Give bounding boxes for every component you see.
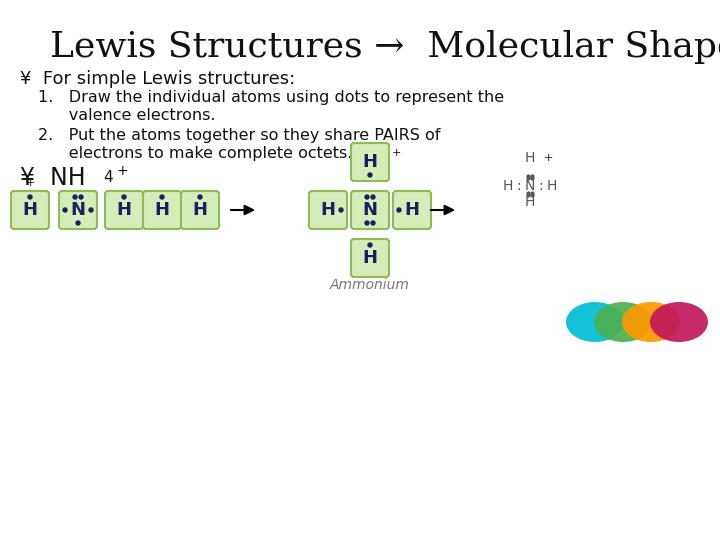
FancyBboxPatch shape	[393, 191, 431, 229]
Text: H: H	[405, 201, 420, 219]
Circle shape	[397, 208, 401, 212]
Circle shape	[122, 195, 126, 199]
Text: +: +	[392, 148, 401, 158]
Text: H: H	[362, 153, 377, 171]
Circle shape	[339, 208, 343, 212]
Text: H: H	[320, 201, 336, 219]
Text: +: +	[25, 178, 35, 188]
Text: H: H	[362, 249, 377, 267]
Text: Ammonium: Ammonium	[330, 278, 410, 292]
Text: H: H	[22, 201, 37, 219]
Text: H: H	[546, 179, 557, 193]
FancyBboxPatch shape	[351, 143, 389, 181]
Text: H: H	[117, 201, 132, 219]
FancyBboxPatch shape	[59, 191, 97, 229]
Circle shape	[371, 195, 375, 199]
Circle shape	[63, 208, 67, 212]
Circle shape	[198, 195, 202, 199]
Text: N: N	[525, 179, 535, 193]
Text: N: N	[362, 201, 377, 219]
FancyBboxPatch shape	[11, 191, 49, 229]
Text: H: H	[525, 151, 535, 165]
Circle shape	[28, 195, 32, 199]
Text: :: :	[517, 179, 521, 193]
Text: +: +	[116, 164, 127, 178]
FancyBboxPatch shape	[181, 191, 219, 229]
Text: H: H	[192, 201, 207, 219]
Text: Lewis Structures →  Molecular Shapes: Lewis Structures → Molecular Shapes	[50, 30, 720, 64]
Text: 4: 4	[103, 170, 112, 185]
Text: 2.   Put the atoms together so they share PAIRS of: 2. Put the atoms together so they share …	[38, 128, 441, 143]
Ellipse shape	[622, 302, 680, 342]
Text: 1.   Draw the individual atoms using dots to represent the: 1. Draw the individual atoms using dots …	[38, 90, 504, 105]
Text: electrons to make complete octets.: electrons to make complete octets.	[38, 146, 352, 161]
Text: H: H	[155, 201, 169, 219]
FancyBboxPatch shape	[309, 191, 347, 229]
Circle shape	[368, 173, 372, 177]
FancyBboxPatch shape	[351, 191, 389, 229]
FancyBboxPatch shape	[351, 239, 389, 277]
Circle shape	[73, 195, 77, 199]
Circle shape	[79, 195, 83, 199]
Text: ¥  For simple Lewis structures:: ¥ For simple Lewis structures:	[20, 70, 295, 88]
Ellipse shape	[650, 302, 708, 342]
Circle shape	[365, 221, 369, 225]
Circle shape	[76, 221, 80, 225]
Ellipse shape	[566, 302, 624, 342]
Circle shape	[160, 195, 164, 199]
Text: H: H	[525, 195, 535, 209]
Ellipse shape	[594, 302, 652, 342]
Circle shape	[371, 221, 375, 225]
Circle shape	[89, 208, 93, 212]
FancyBboxPatch shape	[105, 191, 143, 229]
Text: valence electrons.: valence electrons.	[38, 108, 215, 123]
Circle shape	[368, 243, 372, 247]
Text: N: N	[71, 201, 86, 219]
Circle shape	[365, 195, 369, 199]
Text: :: :	[539, 179, 544, 193]
Text: +: +	[544, 153, 554, 163]
FancyBboxPatch shape	[143, 191, 181, 229]
Text: H: H	[503, 179, 513, 193]
Text: ¥  NH: ¥ NH	[20, 166, 86, 190]
